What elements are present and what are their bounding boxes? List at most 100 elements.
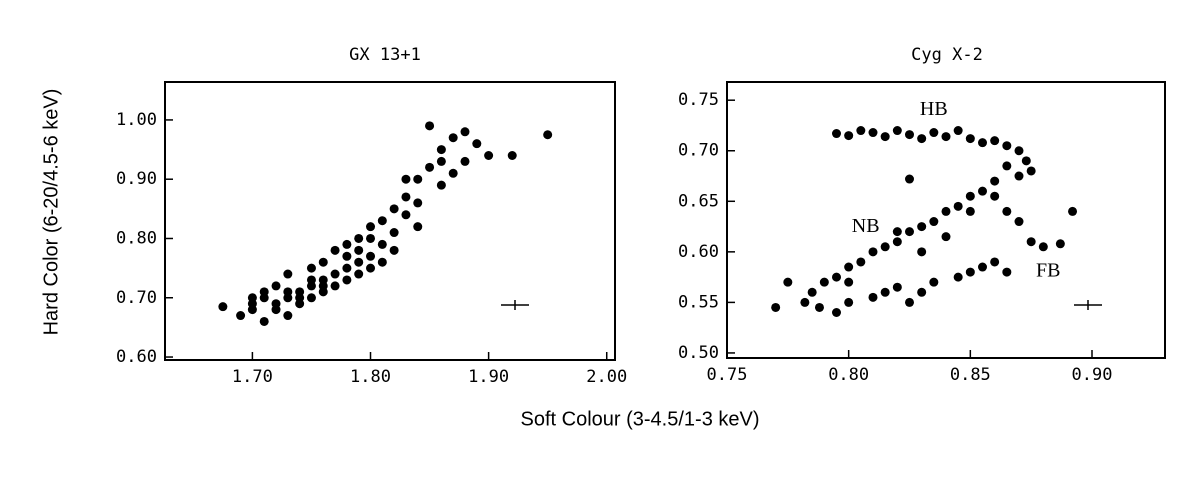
data-point <box>436 180 446 190</box>
data-point <box>965 206 975 216</box>
data-point <box>1002 141 1012 151</box>
data-point <box>354 257 364 267</box>
data-point <box>295 293 305 303</box>
data-point <box>1002 267 1012 277</box>
data-point <box>832 272 841 282</box>
data-point <box>978 186 987 196</box>
y-tick-label: 0.90 <box>116 169 157 189</box>
x-axis-label: Soft Colour (3-4.5/1-3 keV) <box>521 408 760 430</box>
data-point <box>941 232 951 242</box>
x-tick-label: 2.00 <box>586 367 627 387</box>
data-point <box>401 174 411 184</box>
data-point <box>929 128 939 138</box>
data-point <box>965 191 975 201</box>
plot-frame <box>726 81 1166 359</box>
data-point <box>990 136 1000 146</box>
data-point <box>413 198 423 208</box>
data-point <box>978 262 987 272</box>
data-point <box>342 239 352 249</box>
data-point <box>844 262 854 272</box>
data-point <box>425 121 435 131</box>
data-point <box>330 245 340 255</box>
y-tick-label: 1.00 <box>116 110 157 130</box>
data-point <box>929 277 939 287</box>
data-point <box>905 227 914 237</box>
y-tick-label: 0.55 <box>678 292 719 312</box>
data-point <box>306 275 316 285</box>
data-point <box>1014 146 1024 156</box>
data-point <box>844 131 854 141</box>
data-point <box>917 134 927 144</box>
data-point <box>868 128 878 138</box>
data-point <box>1002 206 1012 216</box>
y-tick-label: 0.75 <box>678 90 719 110</box>
y-axis-label: Hard Color (6-20/4.5-6 keV) <box>40 89 62 336</box>
data-point <box>330 269 340 279</box>
data-point <box>342 251 352 261</box>
data-point <box>318 257 328 267</box>
data-point <box>941 132 951 142</box>
y-tick-label: 0.60 <box>678 242 719 262</box>
data-point <box>401 210 411 220</box>
data-point <box>218 302 228 312</box>
data-point <box>783 277 793 287</box>
y-tick-label: 0.60 <box>116 347 157 367</box>
data-point <box>389 204 399 214</box>
data-point <box>342 275 352 285</box>
data-point <box>283 269 293 279</box>
data-point <box>953 272 963 282</box>
data-point <box>484 151 494 161</box>
x-tick-label: 1.90 <box>468 367 509 387</box>
annotation: HB <box>920 98 948 120</box>
data-point <box>413 222 423 232</box>
data-point <box>354 233 364 243</box>
data-point <box>401 192 411 202</box>
data-point <box>1026 166 1036 176</box>
data-point <box>460 156 470 166</box>
data-point <box>880 132 890 142</box>
data-point <box>354 269 364 279</box>
data-point <box>832 308 841 318</box>
data-point <box>389 245 399 255</box>
y-tick-label: 0.65 <box>678 191 719 211</box>
data-point <box>771 302 781 312</box>
data-point <box>953 201 963 211</box>
data-point <box>990 191 1000 201</box>
plot-frame <box>164 81 616 361</box>
data-point <box>1014 171 1024 181</box>
data-point <box>868 292 878 302</box>
x-tick-label: 0.75 <box>707 365 748 385</box>
data-point <box>1021 156 1031 166</box>
data-point <box>917 247 927 257</box>
chart-title: GX 13+1 <box>349 45 421 65</box>
data-point <box>236 311 246 321</box>
data-point <box>271 281 281 291</box>
y-tick-label: 0.70 <box>116 288 157 308</box>
data-point <box>990 176 1000 186</box>
annotation: NB <box>852 215 880 237</box>
data-point <box>543 130 553 140</box>
data-point <box>905 297 914 307</box>
data-point <box>965 267 975 277</box>
data-point <box>306 263 316 273</box>
x-tick-label: 0.85 <box>950 365 991 385</box>
y-tick-label: 0.70 <box>678 141 719 161</box>
data-point <box>389 228 399 238</box>
x-tick-label: 1.80 <box>350 367 391 387</box>
x-tick-label: 0.80 <box>828 365 869 385</box>
data-point <box>844 297 854 307</box>
data-point <box>271 305 281 315</box>
data-point <box>330 281 340 291</box>
data-point <box>814 302 824 312</box>
data-point <box>800 297 810 307</box>
data-point <box>342 263 352 273</box>
data-point <box>247 299 257 309</box>
x-tick-label: 1.70 <box>232 367 273 387</box>
data-point <box>856 126 866 136</box>
data-point <box>1068 206 1078 216</box>
data-point <box>1038 242 1048 252</box>
data-point <box>425 162 435 172</box>
data-point <box>892 227 902 237</box>
data-point <box>868 247 878 257</box>
data-point <box>377 257 387 267</box>
